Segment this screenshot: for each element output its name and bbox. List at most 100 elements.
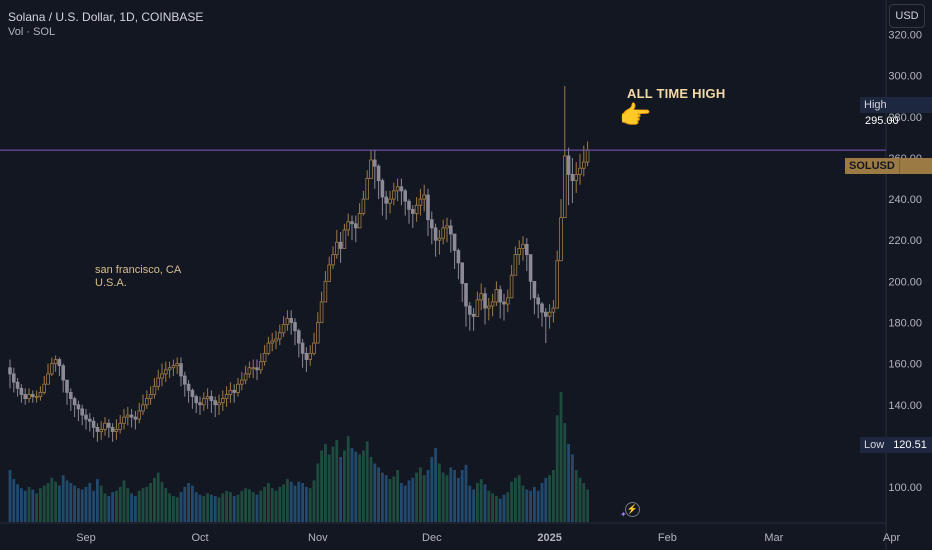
volume-bar [69,483,73,522]
symbol-title[interactable]: Solana / U.S. Dollar, 1D, COINBASE [8,10,204,24]
candle-body [570,174,575,181]
candle-body [76,404,81,410]
candle-body [372,159,377,167]
volume-bar [415,472,418,522]
candle-body [498,289,502,303]
volume-bar [183,486,187,522]
volume-bar [194,492,198,522]
candle-body [262,352,267,362]
volume-bar [217,497,221,522]
candle-body [422,194,426,200]
candle-body [274,338,278,342]
volume-bar [487,490,491,522]
candle-body [353,223,358,229]
candle-body [228,389,233,395]
volume-bar [308,488,312,522]
candle-body [448,225,453,235]
candle-body [585,149,590,163]
volume-bar [460,470,464,522]
volume-indicator-label[interactable]: Vol · SOL [8,26,56,38]
candle-body [65,379,69,393]
candle-body [167,367,172,371]
volume-bar [316,463,320,522]
volume-bar [498,498,502,522]
volume-bar [202,496,206,522]
candle-body [285,317,290,325]
volume-bar [278,486,282,522]
volume-bar [388,479,392,522]
candle-body [57,359,62,367]
volume-bar [58,485,61,522]
volume-bar [179,492,183,522]
candle-body [236,383,240,393]
volume-bar [65,480,69,522]
candle-body [513,254,518,276]
volume-bar [115,490,118,522]
volume-bar [445,475,449,522]
candle-body [15,381,20,389]
candle-body [395,186,400,192]
volume-bar [495,496,498,522]
volume-bar [20,488,23,522]
volume-bar [548,475,551,522]
volume-bar [236,494,240,522]
volume-bar [301,483,304,522]
candle-body [369,159,373,179]
candle-body [517,248,521,256]
volume-bar [103,493,107,522]
candle-body [559,217,563,262]
candle-body [103,422,107,430]
volume-bar [449,467,453,522]
y-tick-label: 160.00 [888,359,922,371]
lightning-icon[interactable]: ⚡ [625,502,640,517]
candle-body [574,174,578,181]
volume-bar [555,415,559,522]
high-price-badge: High 295.00 [860,97,932,127]
current-badge-value: 263.84 [850,176,884,188]
candle-body [251,367,256,370]
location-label-country: U.S.A. [95,277,127,289]
candle-body [141,404,145,412]
candle-body [494,289,499,303]
volume-bar [468,485,472,522]
y-tick-label: 220.00 [888,235,922,247]
volume-bar [206,493,209,522]
volume-bar [164,488,168,522]
volume-bar [472,489,475,522]
volume-bar [130,493,133,522]
candle-body [205,396,210,400]
x-tick-label: Feb [658,532,677,544]
candle-body [69,392,73,399]
volume-bar [552,470,555,522]
candle-body [88,418,92,422]
volume-bar [50,477,54,522]
volume-bar [457,477,460,522]
candle-body [467,305,472,315]
x-tick-label: Mar [764,532,783,544]
candle-body [563,155,567,219]
volume-bar [571,454,574,522]
candle-body [528,254,533,282]
candle-body [281,324,286,334]
volume-bar [61,475,65,522]
volume-bar [517,475,521,522]
volume-bar [191,485,194,522]
volume-bar [540,483,544,522]
volume-bar [419,467,422,522]
candle-body [122,416,126,424]
candle-body [555,260,559,309]
candle-body [243,373,248,381]
volume-bar [122,480,126,522]
volume-bar [168,493,171,522]
volume-bar [377,467,380,522]
currency-button[interactable]: USD [889,4,925,28]
volume-bar [476,483,479,522]
volume-bar [248,489,251,522]
candle-body [350,221,354,225]
volume-bar [31,489,35,522]
candle-body [479,293,483,301]
volume-bar [286,479,289,522]
volume-bar [23,490,27,522]
